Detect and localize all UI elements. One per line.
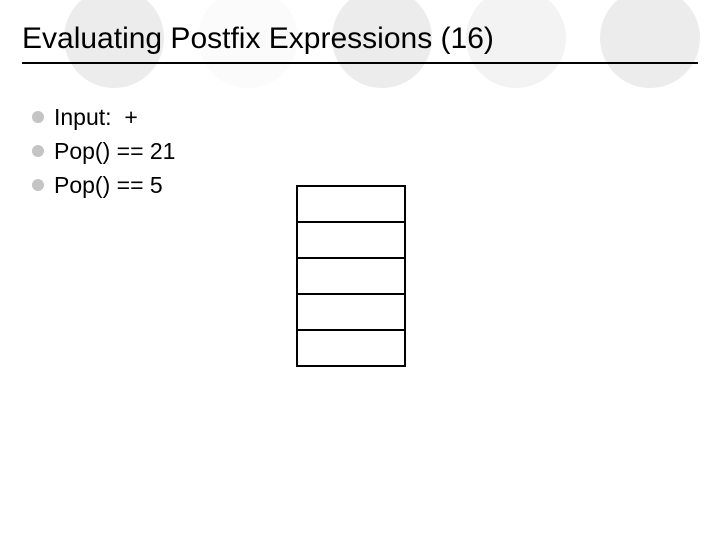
stack-table: [296, 185, 406, 367]
bullet-item: Pop() == 5: [32, 168, 175, 202]
slide-title: Evaluating Postfix Expressions (16): [22, 22, 494, 56]
stack-cell: [297, 330, 405, 366]
bullet-dot-icon: [32, 145, 44, 157]
stack-cell: [297, 186, 405, 222]
title-underline: [22, 62, 698, 64]
stack-cell: [297, 258, 405, 294]
bullet-item: Input: +: [32, 100, 175, 134]
stack-diagram: [296, 185, 406, 367]
bullet-list: Input: + Pop() == 21 Pop() == 5: [32, 100, 175, 202]
bullet-text: Input: +: [54, 104, 138, 131]
stack-cell: [297, 222, 405, 258]
bullet-text: Pop() == 5: [54, 172, 163, 199]
bullet-item: Pop() == 21: [32, 134, 175, 168]
bullet-dot-icon: [32, 179, 44, 191]
bullet-dot-icon: [32, 111, 44, 123]
bg-circle-5: [600, 0, 700, 88]
bullet-text: Pop() == 21: [54, 138, 175, 165]
stack-cell: [297, 294, 405, 330]
